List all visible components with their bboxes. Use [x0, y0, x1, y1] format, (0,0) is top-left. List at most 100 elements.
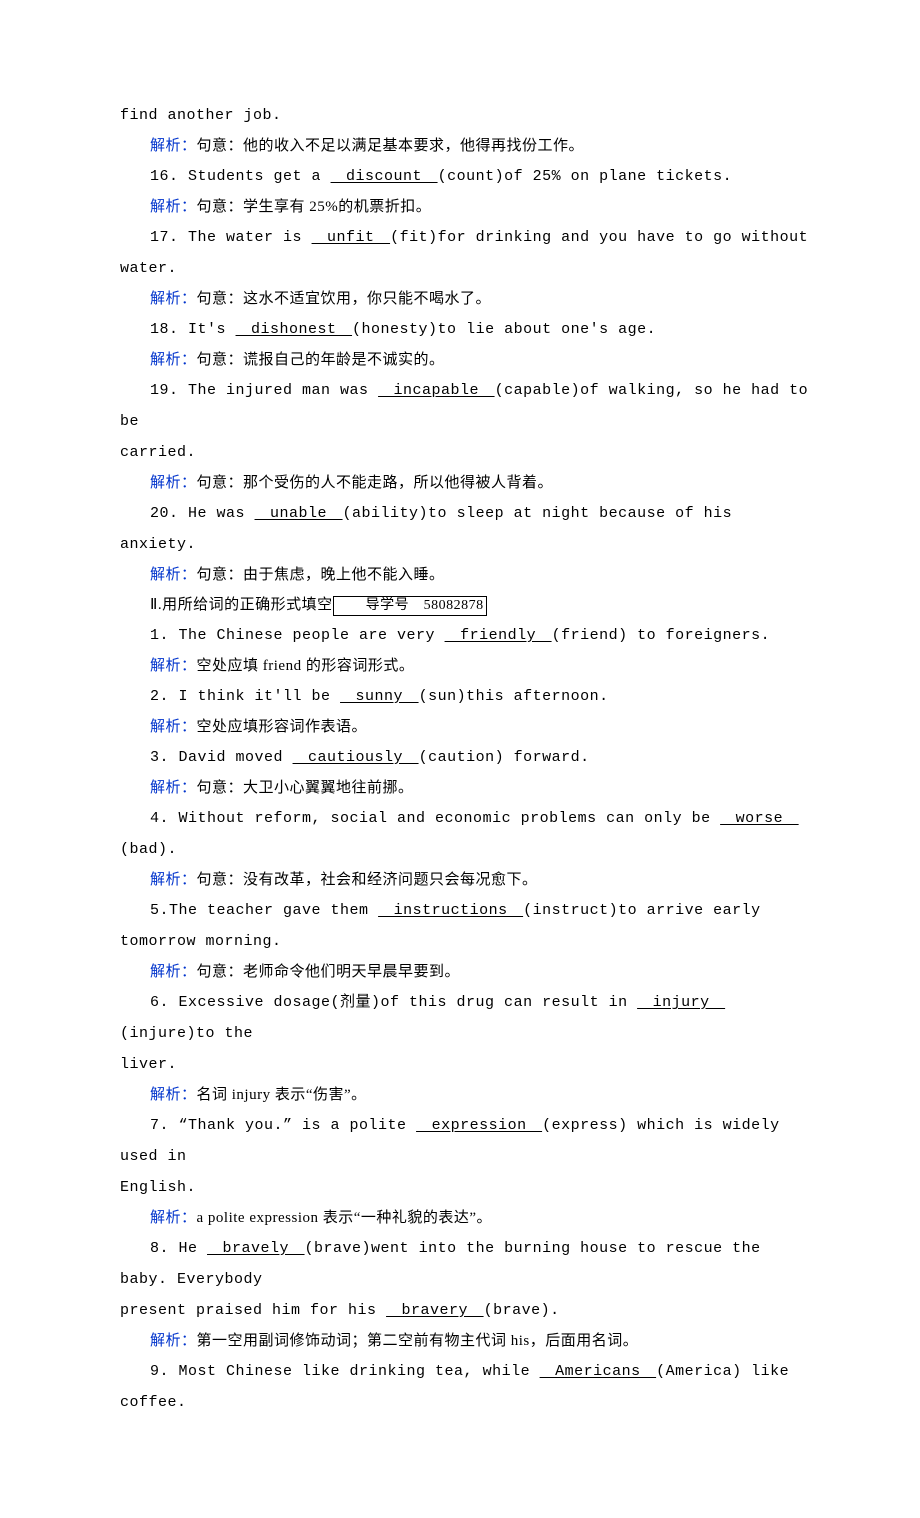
question-number: 9. [150, 1363, 179, 1380]
question-pre: The Chinese people are very [179, 627, 445, 644]
analysis-text: 名词 injury 表示“伤害”。 [197, 1087, 367, 1103]
analysis-text: 空处应填形容词作表语。 [197, 719, 368, 735]
question-pre: Without reform, social and economic prob… [179, 810, 721, 827]
analysis-label: 解析： [150, 1333, 197, 1349]
question-pre: He was [188, 505, 255, 522]
analysis-label: 解析： [150, 872, 197, 888]
q-continuation: find another job. [120, 100, 810, 131]
question-line: 18. It's dishonest (honesty)to lie about… [120, 314, 810, 345]
answer-blank: worse [720, 810, 799, 827]
question-line: 16. Students get a discount (count)of 25… [120, 161, 810, 192]
analysis-text: a polite expression 表示“一种礼貌的表达”。 [197, 1210, 493, 1226]
analysis-text: 句意：由于焦虑，晚上他不能入睡。 [197, 567, 445, 583]
question-line2-pre: present praised him for his [120, 1302, 386, 1319]
analysis-line: 解析：句意：他的收入不足以满足基本要求，他得再找份工作。 [120, 131, 810, 161]
analysis-label: 解析： [150, 352, 197, 368]
question-pre: He [179, 1240, 208, 1257]
analysis-label: 解析： [150, 138, 197, 154]
analysis-line: 解析：句意：没有改革，社会和经济问题只会每况愈下。 [120, 865, 810, 895]
analysis-text: 第一空用副词修饰动词；第二空前有物主代词 his，后面用名词。 [197, 1333, 639, 1349]
question-cont-text: liver. [120, 1056, 177, 1073]
analysis-line: 解析：句意：谎报自己的年龄是不诚实的。 [120, 345, 810, 375]
question-line: 8. He bravely (brave)went into the burni… [120, 1233, 810, 1295]
question-number: 3. [150, 749, 179, 766]
answer-blank: sunny [340, 688, 419, 705]
question-pre: I think it'll be [179, 688, 341, 705]
question-pre: Most Chinese like drinking tea, while [179, 1363, 540, 1380]
analysis-label: 解析： [150, 780, 197, 796]
question-line: 9. Most Chinese like drinking tea, while… [120, 1356, 810, 1418]
question-number: 4. [150, 810, 179, 827]
analysis-text: 句意：谎报自己的年龄是不诚实的。 [197, 352, 445, 368]
question-line: 17. The water is unfit (fit)for drinking… [120, 222, 810, 284]
question-pre: It's [188, 321, 236, 338]
analysis-label: 解析： [150, 199, 197, 215]
question-line: 1. The Chinese people are very friendly … [120, 620, 810, 651]
answer-blank: discount [331, 168, 438, 185]
section-title: Ⅱ.用所给词的正确形式填空 [150, 597, 333, 613]
analysis-line: 解析：名词 injury 表示“伤害”。 [120, 1080, 810, 1110]
answer-blank: unable [255, 505, 343, 522]
answer-blank: injury [637, 994, 725, 1011]
question-line: 3. David moved cautiously (caution) forw… [120, 742, 810, 773]
question-line2-post: (brave). [484, 1302, 560, 1319]
analysis-label: 解析： [150, 567, 197, 583]
question-number: 1. [150, 627, 179, 644]
question-line: 7. “Thank you.” is a polite expression (… [120, 1110, 810, 1172]
analysis-label: 解析： [150, 1087, 197, 1103]
question-post: (friend) to foreigners. [552, 627, 771, 644]
analysis-label: 解析： [150, 291, 197, 307]
question-pre: David moved [179, 749, 293, 766]
analysis-label: 解析： [150, 964, 197, 980]
answer-blank: expression [416, 1117, 542, 1134]
answer-blank: incapable [378, 382, 495, 399]
question-number: 6. [150, 994, 179, 1011]
answer-blank: friendly [445, 627, 552, 644]
question-cont-text: carried. [120, 444, 196, 461]
analysis-line: 解析：空处应填 friend 的形容词形式。 [120, 651, 810, 681]
analysis-line: 解析：空处应填形容词作表语。 [120, 712, 810, 742]
answer-blank-2: bravery [386, 1302, 484, 1319]
question-pre: “Thank you.” is a polite [179, 1117, 417, 1134]
question-post: (injure)to the [120, 1025, 253, 1042]
analysis-text: 句意：那个受伤的人不能走路，所以他得被人背着。 [197, 475, 554, 491]
question-line2: present praised him for his bravery (bra… [120, 1295, 810, 1326]
question-post: (honesty)to lie about one's age. [352, 321, 656, 338]
reference-box: 导学号 58082878 [333, 596, 487, 616]
analysis-line: 解析：a polite expression 表示“一种礼貌的表达”。 [120, 1203, 810, 1233]
question-number: 19. [150, 382, 188, 399]
question-line: 19. The injured man was incapable (capab… [120, 375, 810, 437]
analysis-text: 句意：他的收入不足以满足基本要求，他得再找份工作。 [197, 138, 585, 154]
section-heading: Ⅱ.用所给词的正确形式填空导学号 58082878 [120, 590, 810, 620]
question-number: 7. [150, 1117, 179, 1134]
answer-blank: bravely [207, 1240, 305, 1257]
analysis-text: 句意：老师命令他们明天早晨早要到。 [197, 964, 461, 980]
analysis-line: 解析：句意：这水不适宜饮用，你只能不喝水了。 [120, 284, 810, 314]
question-line: 20. He was unable (ability)to sleep at n… [120, 498, 810, 560]
analysis-line: 解析：第一空用副词修饰动词；第二空前有物主代词 his，后面用名词。 [120, 1326, 810, 1356]
analysis-text: 句意：这水不适宜饮用，你只能不喝水了。 [197, 291, 492, 307]
question-post: (caution) forward. [419, 749, 590, 766]
answer-blank: instructions [378, 902, 523, 919]
question-pre: The water is [188, 229, 312, 246]
question-number: 20. [150, 505, 188, 522]
document-page: find another job. 解析：句意：他的收入不足以满足基本要求，他得… [0, 0, 920, 1518]
question-number: 18. [150, 321, 188, 338]
question-cont: liver. [120, 1049, 810, 1080]
question-pre: Excessive dosage(剂量)of this drug can res… [179, 994, 638, 1011]
analysis-line: 解析：句意：学生享有 25%的机票折扣。 [120, 192, 810, 222]
analysis-text: 句意：大卫小心翼翼地往前挪。 [197, 780, 414, 796]
question-pre: Students get a [188, 168, 331, 185]
analysis-line: 解析：句意：老师命令他们明天早晨早要到。 [120, 957, 810, 987]
analysis-label: 解析： [150, 719, 197, 735]
answer-blank: dishonest [236, 321, 353, 338]
question-line: 4. Without reform, social and economic p… [120, 803, 810, 865]
question-line: 5.The teacher gave them instructions (in… [120, 895, 810, 957]
question-number: 17. [150, 229, 188, 246]
question-number: 16. [150, 168, 188, 185]
analysis-text: 句意：没有改革，社会和经济问题只会每况愈下。 [197, 872, 538, 888]
analysis-label: 解析： [150, 475, 197, 491]
analysis-text: 句意：学生享有 25%的机票折扣。 [197, 199, 432, 215]
analysis-line: 解析：句意：那个受伤的人不能走路，所以他得被人背着。 [120, 468, 810, 498]
analysis-text: 空处应填 friend 的形容词形式。 [197, 658, 415, 674]
